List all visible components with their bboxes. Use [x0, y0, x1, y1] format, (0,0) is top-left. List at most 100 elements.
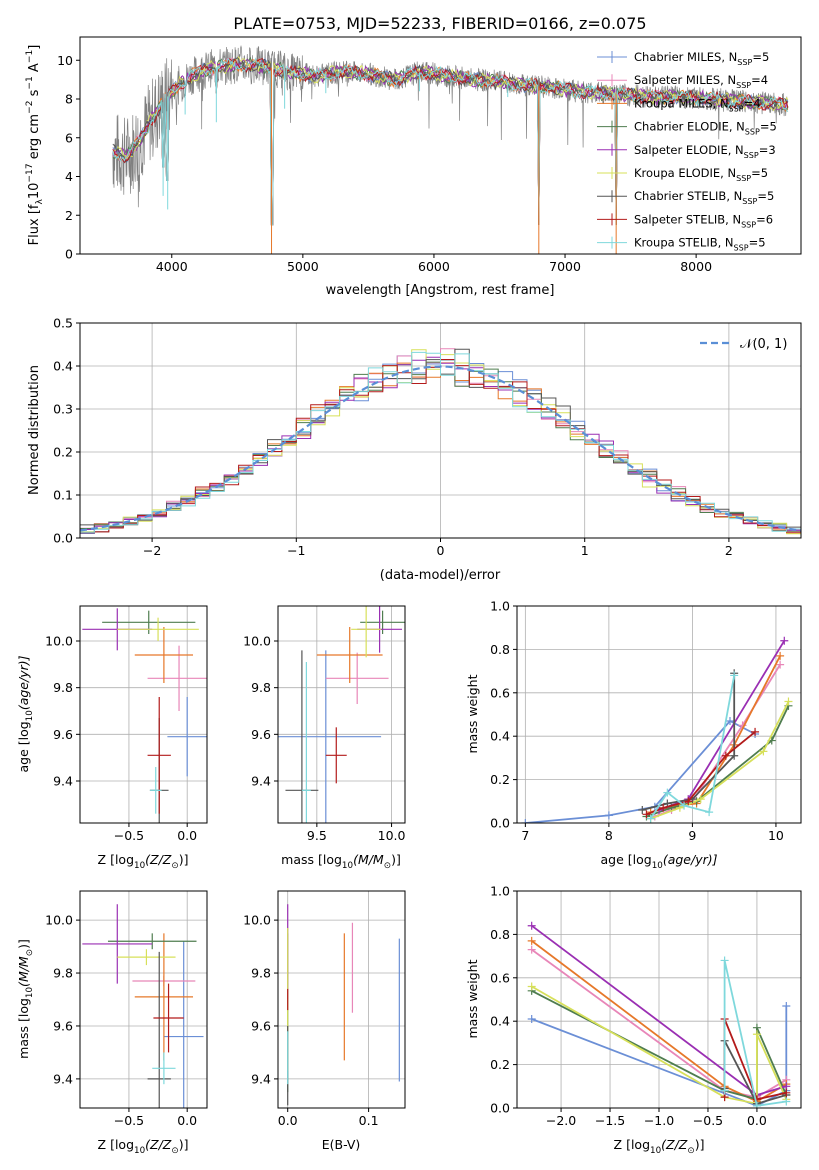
axes: −2.0 −1.5 −1.0 −0.5 0.0 0.0 0.2 0.4 0.6 0.8 1.0	[490, 884, 802, 1128]
legend-entry: Kroupa MILES, NSSP=4	[634, 96, 761, 113]
y-tick-label: 0.8	[490, 642, 510, 657]
x-tick-label: 0.0	[177, 1113, 197, 1128]
y-tick-label: 0.6	[490, 970, 510, 985]
residual-histogram	[80, 362, 801, 534]
y-axis-label: mass weight	[465, 674, 480, 753]
x-tick-label: 2	[725, 543, 733, 558]
plot-area	[278, 606, 405, 823]
model-spectrum	[112, 58, 789, 226]
legend-entry: Chabrier ELODIE, NSSP=5	[634, 120, 777, 137]
y-tick-label: 9.4	[251, 1071, 271, 1086]
weight-point	[638, 805, 647, 814]
axes: 7 8 9 10 0.0 0.2 0.4 0.6 0.8 1.0	[490, 599, 802, 843]
axes-frame	[516, 605, 802, 824]
x-tick-label: 10	[768, 828, 784, 843]
y-tick-label: 10.0	[243, 634, 271, 649]
y-tick-label: 0.1	[53, 488, 73, 503]
weight-point	[720, 1086, 729, 1095]
y-axis-label: mass [log10(M/M⊙)]	[16, 939, 35, 1059]
weight-point	[521, 819, 530, 823]
legend-entry: Salpeter MILES, NSSP=4	[634, 73, 768, 90]
weight-point	[646, 814, 655, 823]
axes-frame	[277, 605, 406, 824]
model-spectrum	[112, 57, 789, 226]
x-tick-label: 9	[688, 828, 696, 843]
weight-point	[659, 803, 668, 812]
x-tick-label: 7	[521, 828, 529, 843]
weight-point	[782, 1002, 791, 1011]
weight-point	[604, 811, 613, 820]
x-tick-label: 6000	[418, 259, 450, 274]
x-axis-label: (data-model)/error	[380, 568, 501, 583]
y-tick-label: 9.8	[251, 680, 271, 695]
weight-series-line	[531, 1006, 788, 1107]
weight-point	[720, 956, 729, 965]
axes-frame	[79, 605, 208, 824]
y-tick-label: 8	[65, 92, 73, 107]
y-tick-label: 0.6	[490, 685, 510, 700]
weight-point	[684, 797, 693, 806]
legend-entry: Kroupa ELODIE, NSSP=5	[634, 166, 768, 183]
plot-area	[527, 921, 791, 1108]
legend-entry: 𝒩(0, 1)	[740, 337, 787, 352]
legend-entry: Chabrier MILES, NSSP=5	[634, 50, 769, 67]
weight-point	[780, 636, 789, 645]
x-tick-label: −0.5	[114, 828, 144, 843]
y-tick-label: 0.0	[53, 531, 73, 546]
weight-point	[675, 803, 684, 812]
y-tick-label: 0.2	[490, 1057, 510, 1072]
y-axis-label: age [log10(age/yr)]	[16, 655, 35, 772]
y-tick-label: 0.2	[53, 445, 73, 460]
mass-age-panel: 9.5 10.0 9.4 9.6 9.8 10.0 mass [log10(M/M⊙)]	[243, 605, 406, 871]
figure-title: PLATE=0753, MJD=52233, FIBERID=0166, z=0…	[233, 14, 646, 33]
y-tick-label: 0.3	[53, 402, 73, 417]
observed-spectrum	[112, 44, 788, 208]
weight-point	[680, 801, 689, 810]
x-tick-label: 8000	[680, 259, 712, 274]
x-tick-label: −1	[287, 543, 305, 558]
y-tick-label: 1.0	[490, 884, 510, 899]
x-tick-label: −0.5	[114, 1113, 144, 1128]
axes: −2 −1 0 1 2 0.0 0.1 0.2 0.3 0.4 0.5	[53, 316, 802, 558]
y-tick-label: 9.8	[53, 680, 73, 695]
x-tick-label: −1.0	[644, 1113, 674, 1128]
weight-point	[730, 751, 739, 760]
y-tick-label: 0.5	[53, 316, 73, 331]
y-tick-label: 0.4	[53, 359, 73, 374]
weight-point	[663, 788, 672, 797]
y-tick-label: 0.0	[490, 816, 510, 831]
weight-series-line	[654, 664, 781, 818]
x-axis-label: mass [log10(M/M⊙)]	[281, 852, 401, 871]
x-tick-label: 10.0	[378, 828, 406, 843]
y-tick-label: 10.0	[243, 913, 271, 928]
spectrum-panel: 4000 5000 6000 7000 8000 0 2 4 6 8 10 wavelength [A…	[25, 36, 802, 298]
legend-entry: Salpeter ELODIE, NSSP=3	[634, 143, 776, 160]
y-tick-label: 0.2	[490, 772, 510, 787]
weight-point	[696, 795, 705, 804]
metallicity-weight-panel: −2.0 −1.5 −1.0 −0.5 0.0 0.0 0.2 0.4 0.6 0.8 1.0 Z […	[465, 884, 802, 1156]
x-tick-label: 4000	[156, 259, 188, 274]
metallicity-age-panel: −0.5 0.0 9.4 9.6 9.8 10.0 Z [log10(Z/Z⊙)] age […	[16, 605, 208, 871]
y-tick-label: 9.6	[53, 1018, 73, 1033]
weight-point	[527, 982, 536, 991]
y-axis-label: Flux [fλ10−17 erg cm−2 s−1 A−1]	[25, 45, 45, 246]
plot-area	[82, 904, 204, 1108]
y-axis-label: Normed distribution	[27, 365, 42, 495]
y-tick-label: 0.0	[490, 1101, 510, 1116]
extinction-mass-panel: 0.0 0.1 9.4 9.6 9.8 10.0 E(B-V)	[243, 890, 406, 1152]
weight-point	[752, 1030, 761, 1039]
x-tick-label: −2.0	[546, 1113, 576, 1128]
plot-area	[521, 636, 793, 823]
x-tick-label: 0	[437, 543, 445, 558]
y-tick-label: 6	[65, 130, 73, 145]
x-tick-label: −2	[143, 543, 161, 558]
axes: −0.5 0.0 9.4 9.6 9.8 10.0	[45, 890, 208, 1128]
axes-frame	[277, 890, 406, 1109]
x-axis-label: E(B-V)	[322, 1137, 361, 1152]
x-axis-label: age [log10(age/yr)]	[600, 852, 717, 871]
model-spectrum	[112, 56, 789, 226]
weight-point	[705, 808, 714, 817]
axes: 9.5 10.0 9.4 9.6 9.8 10.0	[243, 605, 406, 843]
y-tick-label: 0.4	[490, 729, 510, 744]
